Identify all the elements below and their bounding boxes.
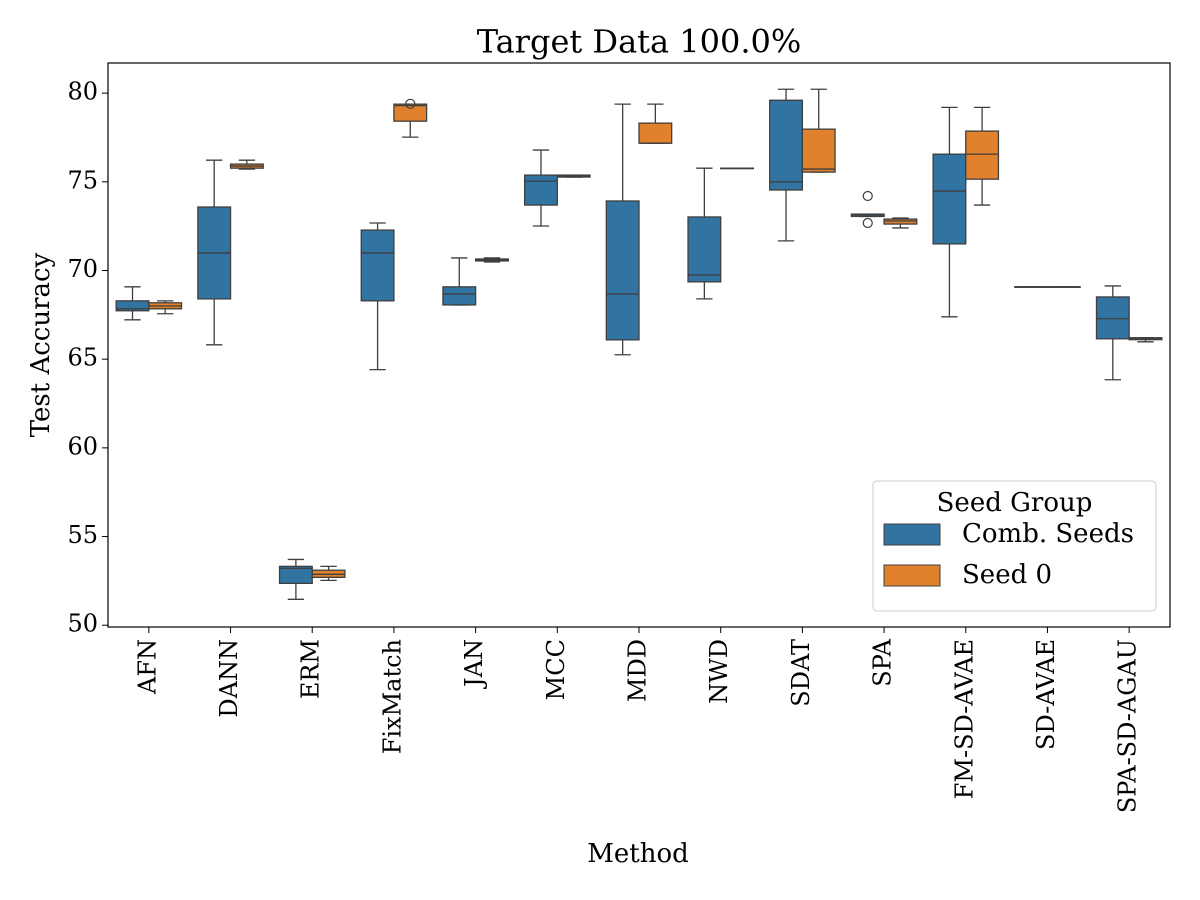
legend-label: Seed 0 <box>962 560 1052 590</box>
x-tick-label: SD-AVAE <box>1032 639 1060 750</box>
x-tick-label: DANN <box>215 639 243 718</box>
box <box>442 286 477 306</box>
y-tick-label: 80 <box>67 78 98 106</box>
box <box>360 229 395 302</box>
legend-label: Comb. Seeds <box>962 519 1134 549</box>
y-tick-label: 50 <box>67 610 98 638</box>
legend-swatch <box>883 523 941 546</box>
legend-title: Seed Group <box>937 488 1093 518</box>
y-tick-label: 55 <box>67 521 98 549</box>
x-tick-label: MCC <box>542 639 570 700</box>
x-tick-label: SPA-SD-AGAU <box>1114 639 1142 813</box>
outlier <box>405 98 416 109</box>
y-axis-label: Test Accuracy <box>26 252 56 437</box>
box <box>393 103 428 122</box>
y-tick-label: 70 <box>67 255 98 283</box>
x-tick-label: ERM <box>297 639 325 699</box>
y-tick-label: 65 <box>67 344 98 372</box>
y-tick-label: 60 <box>67 432 98 460</box>
chart-title: Target Data 100.0% <box>477 23 802 61</box>
x-tick-label: SPA <box>869 638 897 686</box>
box <box>801 128 836 173</box>
x-tick-label: MDD <box>624 639 652 702</box>
x-tick-label: NWD <box>705 639 733 704</box>
outlier <box>862 217 873 229</box>
box <box>1095 296 1130 340</box>
outlier <box>862 190 873 202</box>
box <box>638 122 673 144</box>
box <box>523 174 558 206</box>
x-tick-label: FM-SD-AVAE <box>950 639 978 799</box>
box <box>769 99 804 191</box>
x-tick-label: AFN <box>133 639 161 695</box>
box <box>932 153 967 245</box>
x-tick-label: JAN <box>460 639 488 690</box>
x-axis-label: Method <box>587 839 689 869</box>
x-tick-label: SDAT <box>787 639 815 707</box>
box <box>687 216 722 283</box>
box <box>605 200 640 341</box>
x-tick-label: FixMatch <box>378 639 406 754</box>
legend-box <box>872 480 1157 612</box>
box <box>965 130 1000 180</box>
plot-frame <box>107 62 1171 628</box>
legend-swatch <box>883 564 941 587</box>
y-tick-label: 75 <box>67 166 98 194</box>
